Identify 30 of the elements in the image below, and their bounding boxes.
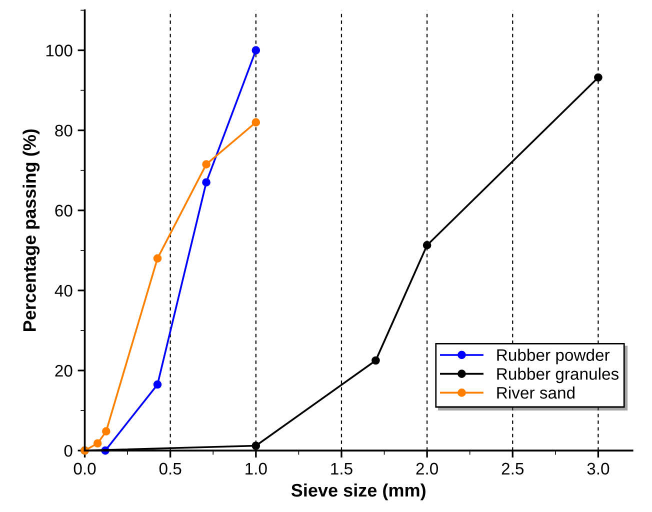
x-tick-label: 2.0 (416, 462, 438, 475)
x-tick-label: 0.5 (159, 462, 182, 475)
y-tick-label: 40 (54, 284, 72, 297)
x-tick-label: 2.5 (502, 462, 524, 475)
point (252, 118, 260, 126)
point (202, 178, 210, 187)
point (422, 241, 432, 250)
point (102, 427, 110, 436)
x-axis-title: Sieve size (mm) (291, 483, 426, 500)
legend-label: River sand (497, 386, 574, 399)
point (252, 442, 260, 450)
point (372, 356, 380, 365)
y-tick-label: 100 (46, 44, 72, 56)
point (153, 380, 162, 389)
x-tick-label: 3.0 (587, 462, 610, 475)
legend-label: Rubber powder (497, 348, 610, 364)
legend-label: Rubber granules (497, 368, 619, 384)
x-tick-label: 0.0 (74, 462, 96, 475)
point (93, 439, 102, 448)
point (252, 46, 260, 54)
x-tick-label: 1.0 (246, 462, 267, 475)
point (202, 160, 210, 169)
point (594, 73, 602, 82)
y-tick-label: 20 (55, 364, 72, 377)
y-tick-label: 60 (55, 204, 72, 217)
y-axis-title: Percentage passing (%) (22, 129, 40, 332)
x-tick-label: 1.5 (331, 462, 352, 475)
point (153, 254, 162, 263)
y-tick-label: 0 (64, 444, 72, 457)
y-tick-label: 80 (55, 124, 72, 137)
